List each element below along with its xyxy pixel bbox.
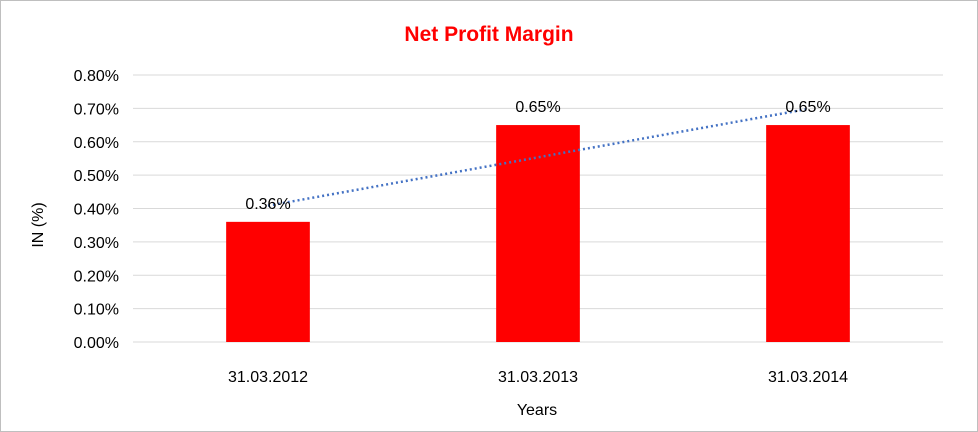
y-tick-label: 0.30% xyxy=(74,235,119,252)
trendline xyxy=(267,107,809,207)
bars xyxy=(226,125,850,342)
bar-31.03.2012 xyxy=(226,221,310,342)
chart-title: Net Profit Margin xyxy=(404,23,573,46)
data-label: 0.65% xyxy=(785,99,830,116)
bar-31.03.2013 xyxy=(496,125,580,342)
x-tick-label: 31.03.2013 xyxy=(498,369,578,386)
x-tick-label: 31.03.2012 xyxy=(228,369,308,386)
y-axis-title: IN (%) xyxy=(30,202,47,247)
data-label: 0.36% xyxy=(245,196,290,213)
y-tick-label: 0.20% xyxy=(74,268,119,285)
data-label: 0.65% xyxy=(515,99,560,116)
bar-31.03.2014 xyxy=(766,125,850,342)
y-tick-label: 0.80% xyxy=(74,68,119,85)
data-labels: 0.36% 0.65% 0.65% xyxy=(245,99,830,213)
y-tick-label: 0.00% xyxy=(74,335,119,352)
x-tick-label: 31.03.2014 xyxy=(768,369,848,386)
y-tick-label: 0.10% xyxy=(74,302,119,319)
y-tick-label: 0.40% xyxy=(74,202,119,219)
y-tick-label: 0.50% xyxy=(74,168,119,185)
y-tick-label: 0.60% xyxy=(74,135,119,152)
y-axis-ticks: 0.00% 0.10% 0.20% 0.30% 0.40% 0.50% 0.60% 0.70%… xyxy=(74,68,119,352)
y-tick-label: 0.70% xyxy=(74,101,119,118)
x-axis-title: Years xyxy=(517,402,557,419)
x-axis-ticks: 31.03.2012 31.03.2013 31.03.2014 xyxy=(228,369,848,386)
trendline-layer xyxy=(267,107,809,207)
